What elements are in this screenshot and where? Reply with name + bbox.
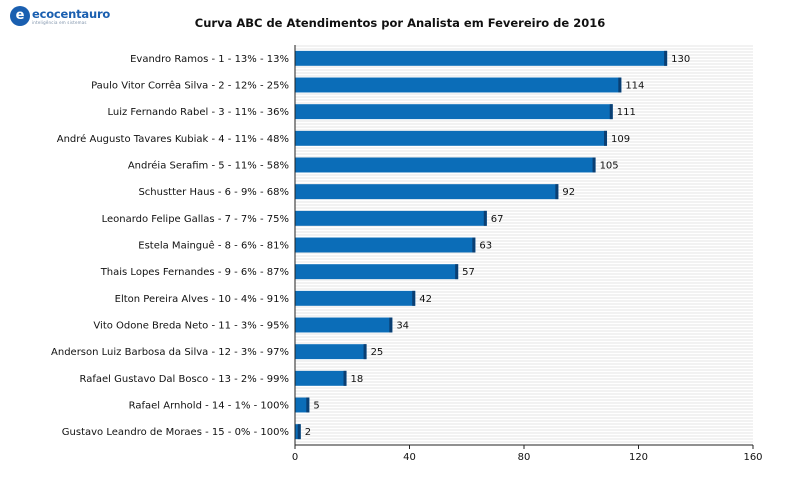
data-label: 109 xyxy=(611,134,630,145)
bar xyxy=(295,370,347,386)
x-tick-label: 160 xyxy=(743,452,762,463)
data-label: 130 xyxy=(671,54,690,65)
bar xyxy=(295,264,459,280)
data-label: 5 xyxy=(313,401,319,412)
bar xyxy=(295,290,416,306)
bar xyxy=(295,50,668,66)
bar-edge xyxy=(343,370,347,386)
data-label: 42 xyxy=(419,294,432,305)
category-label: Elton Pereira Alves - 10 - 4% - 91% xyxy=(115,294,289,305)
bar xyxy=(295,157,596,173)
bar-edge xyxy=(306,397,310,413)
bar xyxy=(295,317,393,333)
data-label: 111 xyxy=(617,107,636,118)
bar xyxy=(295,184,559,200)
bar-edge xyxy=(555,184,559,200)
bar-edge xyxy=(609,104,613,120)
category-label: Luiz Fernando Rabel - 3 - 11% - 36% xyxy=(107,107,289,118)
bar xyxy=(295,130,608,146)
bar xyxy=(295,210,487,226)
bar-edge xyxy=(297,424,301,440)
data-label: 57 xyxy=(462,267,475,278)
bar xyxy=(295,397,310,413)
bar xyxy=(295,344,367,360)
logo-name: ecocentauro xyxy=(32,6,111,21)
category-label: Evandro Ramos - 1 - 13% - 13% xyxy=(130,54,289,65)
category-label: Estela Mainguê - 8 - 6% - 81% xyxy=(138,240,289,252)
x-tick-label: 120 xyxy=(629,452,648,463)
category-label: Thais Lopes Fernandes - 9 - 6% - 87% xyxy=(100,267,289,278)
bar-edge xyxy=(472,237,476,253)
category-label: Anderson Luiz Barbosa da Silva - 12 - 3%… xyxy=(51,347,289,358)
x-tick-label: 40 xyxy=(403,452,416,463)
data-label: 105 xyxy=(600,161,619,172)
bar-edge xyxy=(412,290,416,306)
data-label: 92 xyxy=(562,187,575,198)
logo: e ecocentauro inteligência em sistemas xyxy=(10,6,110,26)
category-label: Gustavo Leandro de Moraes - 15 - 0% - 10… xyxy=(62,427,289,438)
category-label: Vito Odone Breda Neto - 11 - 3% - 95% xyxy=(93,321,289,332)
category-label: Rafael Arnhold - 14 - 1% - 100% xyxy=(129,401,289,412)
data-label: 67 xyxy=(491,214,504,225)
data-label: 114 xyxy=(625,81,644,92)
chart-title: Curva ABC de Atendimentos por Analista e… xyxy=(194,16,606,30)
bar-edge xyxy=(618,77,622,93)
category-label: Leonardo Felipe Gallas - 7 - 7% - 75% xyxy=(102,214,289,225)
bar-edge xyxy=(363,344,367,360)
category-label: Rafael Gustavo Dal Bosco - 13 - 2% - 99% xyxy=(80,374,289,385)
data-label: 34 xyxy=(396,321,409,332)
data-label: 63 xyxy=(479,241,492,252)
category-label: Paulo Vitor Corrêa Silva - 2 - 12% - 25% xyxy=(91,80,289,92)
x-tick-label: 0 xyxy=(292,452,298,463)
category-label: Schustter Haus - 6 - 9% - 68% xyxy=(138,187,289,198)
data-label: 18 xyxy=(351,374,364,385)
x-tick-label: 80 xyxy=(518,452,531,463)
bar-edge xyxy=(483,210,487,226)
bar-edge xyxy=(664,50,668,66)
bar-edge xyxy=(389,317,393,333)
bar xyxy=(295,77,622,93)
bar xyxy=(295,104,613,120)
logo-text: ecocentauro inteligência em sistemas xyxy=(32,8,110,25)
bar-edge xyxy=(455,264,459,280)
data-label: 2 xyxy=(305,427,311,438)
category-label: André Augusto Tavares Kubiak - 4 - 11% -… xyxy=(57,133,289,145)
logo-tagline: inteligência em sistemas xyxy=(32,19,87,25)
bar-edge xyxy=(604,130,608,146)
data-label: 25 xyxy=(371,347,384,358)
logo-mark-icon: e xyxy=(10,6,30,26)
category-label: Andréia Serafim - 5 - 11% - 58% xyxy=(128,160,289,172)
bar xyxy=(295,237,476,253)
bar-edge xyxy=(592,157,596,173)
